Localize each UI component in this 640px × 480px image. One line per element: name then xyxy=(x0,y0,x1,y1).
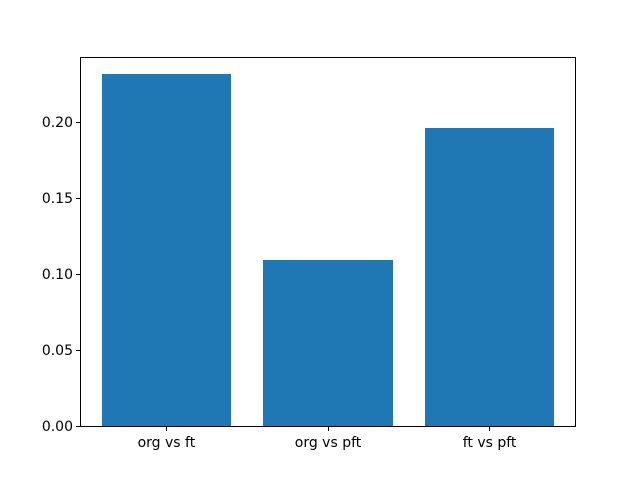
y-tick-mark xyxy=(76,274,80,276)
x-tick-label: org vs pft xyxy=(294,435,362,451)
bar-3 xyxy=(424,128,555,426)
bar-1 xyxy=(101,73,232,426)
x-tick-label: ft vs pft xyxy=(462,435,517,451)
x-tick-mark xyxy=(489,427,491,431)
y-tick-label: 0.05 xyxy=(41,343,73,360)
y-tick-label: 0.10 xyxy=(41,267,73,284)
y-tick-label: 0.20 xyxy=(41,115,73,132)
y-tick-mark xyxy=(76,350,80,352)
y-tick-label: 0.15 xyxy=(41,191,73,208)
x-tick-mark xyxy=(165,427,167,431)
bar-2 xyxy=(263,260,393,426)
y-tick-mark xyxy=(76,426,80,427)
x-tick-mark xyxy=(327,427,329,431)
y-tick-mark xyxy=(76,198,80,200)
x-tick-label: org vs ft xyxy=(137,435,196,451)
y-tick-mark xyxy=(76,122,80,124)
plot-area xyxy=(80,57,576,427)
y-tick-label: 0.00 xyxy=(41,419,73,435)
